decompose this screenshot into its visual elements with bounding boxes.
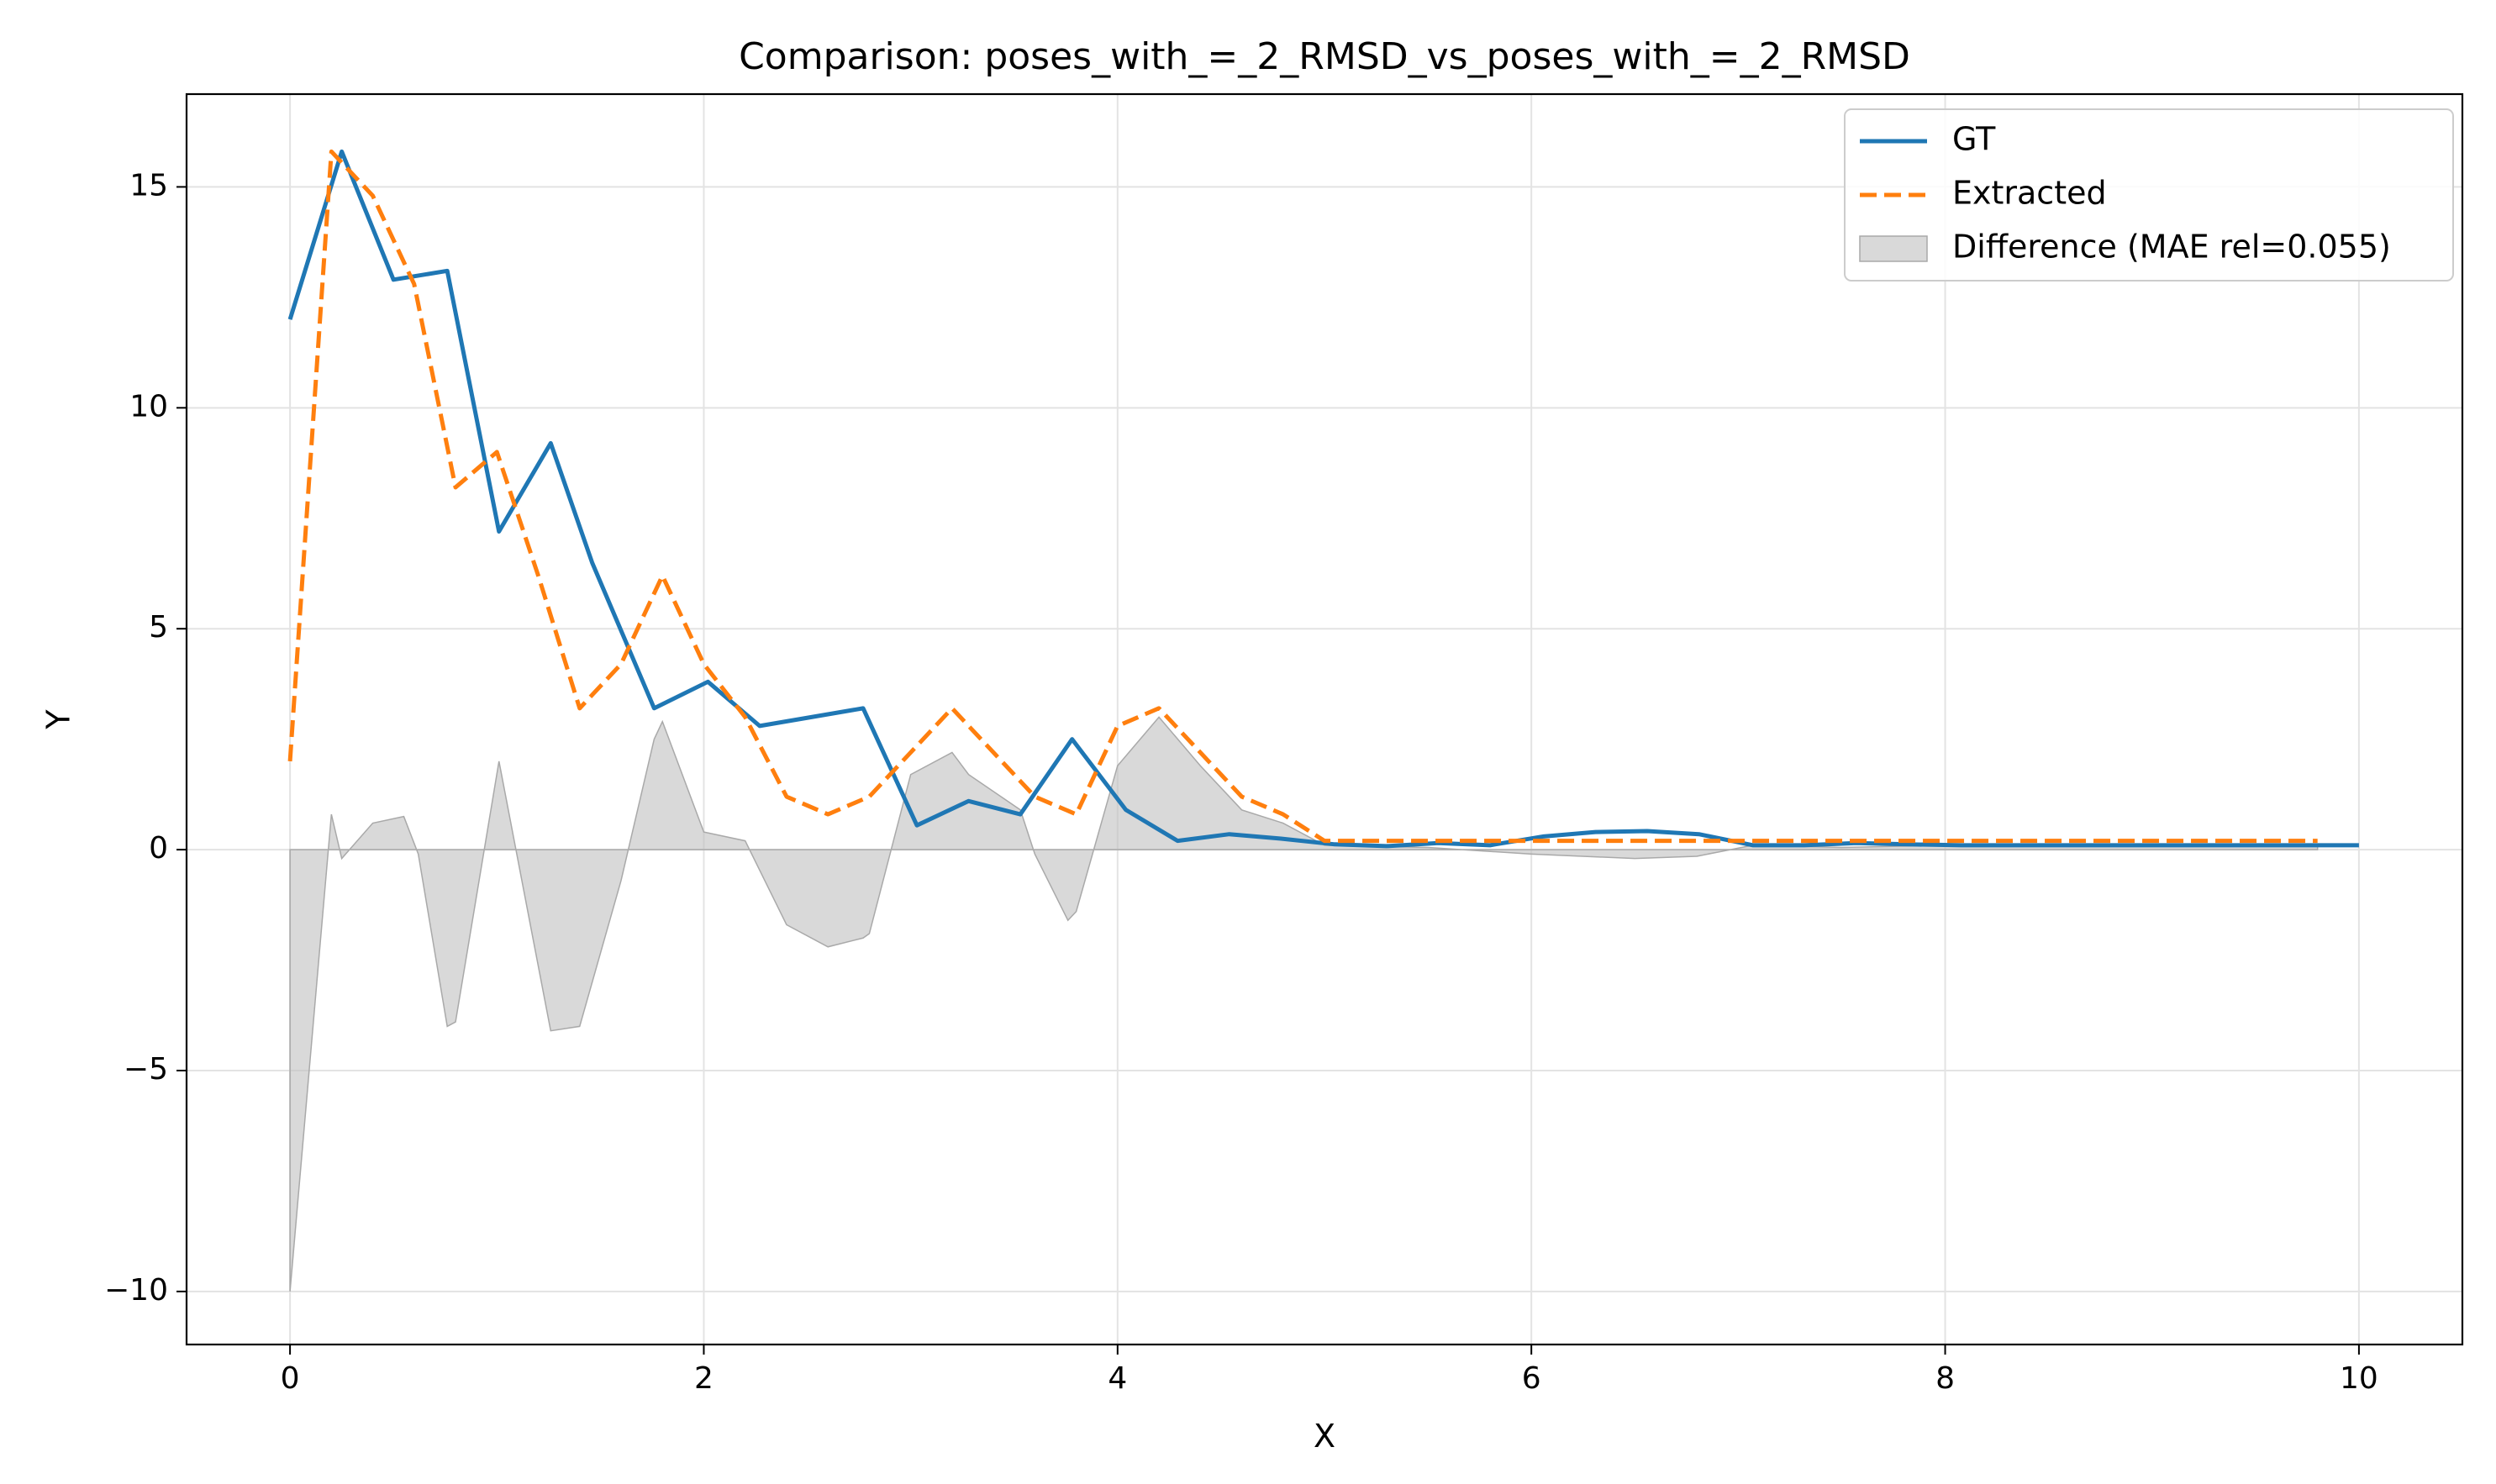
y-tick-label: 5 [149, 610, 168, 645]
x-axis-label: X [1314, 1418, 1335, 1455]
legend-label: Difference (MAE rel=0.055) [1952, 229, 2391, 266]
plot-frame [185, 92, 2464, 1346]
x-tick-label: 8 [1935, 1361, 1955, 1396]
extracted-series-line [287, 149, 2318, 844]
legend: GT Extracted Difference (MAE rel=0.055) [1844, 108, 2454, 282]
x-tick-label: 0 [281, 1361, 300, 1396]
x-tick-label: 6 [1522, 1361, 1541, 1396]
gt-series-line [287, 149, 2359, 849]
legend-box [1844, 108, 2454, 282]
y-tick-label: 10 [129, 389, 168, 424]
difference-area [289, 716, 2319, 1292]
x-tick-label: 4 [1108, 1361, 1127, 1396]
series-lines [287, 149, 2359, 849]
x-tick-label: 10 [2340, 1361, 2378, 1396]
y-tick-label: −5 [124, 1052, 168, 1087]
chart-title: Comparison: poses_with_=_2_RMSD_vs_poses… [739, 35, 1910, 78]
y-tick-label: 0 [149, 831, 168, 866]
x-tick-label: 2 [694, 1361, 714, 1396]
difference-area-layer [289, 716, 2319, 1292]
legend-label: Extracted [1952, 175, 2107, 212]
axis-ticks: 0 2 4 6 8 10 −10 −5 0 5 10 15 [104, 168, 2378, 1396]
legend-label: GT [1952, 121, 1996, 158]
y-tick-label: 15 [129, 168, 168, 203]
y-axis-label: Y [40, 709, 77, 730]
legend-swatch-difference [1859, 235, 1928, 262]
y-tick-label: −10 [104, 1273, 168, 1308]
